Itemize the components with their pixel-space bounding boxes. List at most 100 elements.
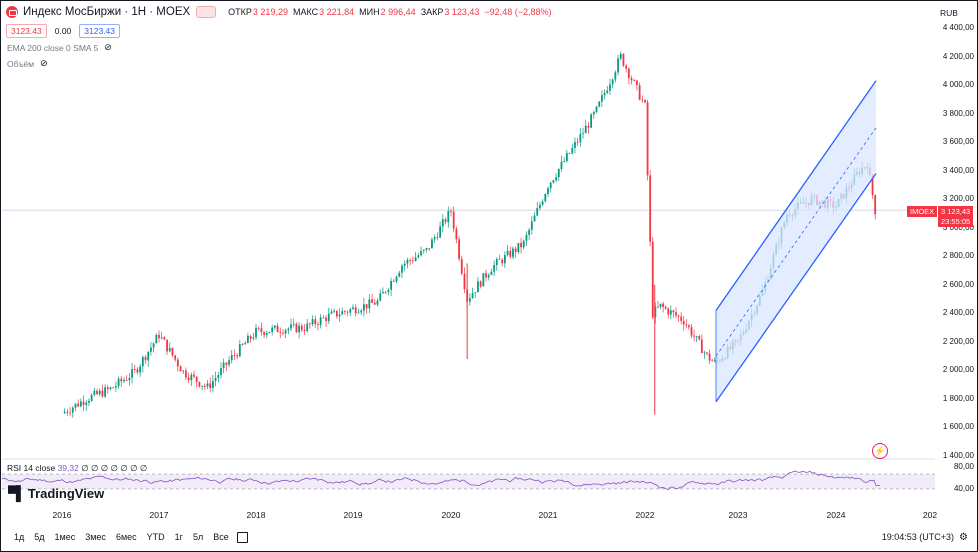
gear-icon[interactable]: ⚙ — [959, 531, 968, 543]
candle-body — [406, 259, 409, 264]
candle-body — [176, 359, 179, 367]
range-3m-button[interactable]: 3мес — [85, 532, 106, 542]
rsi-value: 39,32 — [57, 463, 79, 473]
candle-body — [82, 401, 85, 406]
candle-body — [568, 153, 571, 154]
candle-body — [633, 80, 636, 81]
candle-body — [147, 351, 150, 361]
candle-body — [706, 352, 708, 354]
range-ytd-button[interactable]: YTD — [146, 532, 165, 542]
range-all-button[interactable]: Все — [213, 532, 229, 542]
candle-body — [525, 234, 528, 241]
candle-body — [187, 377, 190, 381]
tradingview-logo[interactable]: ▀▌ TradingView — [8, 485, 104, 501]
time-label-2018: 2018 — [246, 510, 266, 520]
candle-body — [530, 221, 533, 230]
candle-body — [376, 300, 379, 305]
volume-indicator-legend[interactable]: Объём ⊘ — [7, 58, 48, 69]
range-1m-button[interactable]: 1мес — [54, 532, 76, 542]
candle-body — [503, 254, 506, 264]
candle-body — [458, 239, 460, 259]
candle-body — [63, 411, 66, 414]
candle-body — [295, 323, 298, 333]
candle-body — [247, 335, 249, 344]
candle-body — [344, 311, 346, 312]
candle-body — [557, 168, 560, 178]
candle-body — [241, 344, 244, 345]
candle-body — [398, 272, 401, 277]
candle-body — [690, 327, 693, 336]
candle-body — [298, 325, 301, 333]
candle-body — [287, 328, 290, 331]
candle-body — [874, 194, 877, 215]
candle-body — [644, 100, 646, 103]
price-scale-label: 3 200,00 — [942, 194, 974, 204]
candle-body — [228, 360, 230, 365]
candle-body — [474, 292, 477, 294]
candle-body — [682, 320, 685, 325]
candle-body — [155, 334, 158, 344]
price-scale-label: 4 000,00 — [942, 80, 974, 90]
price-scale-label: 2 600,00 — [942, 279, 974, 289]
candle-body — [220, 368, 222, 376]
candle-body — [125, 379, 128, 381]
flash-icon[interactable]: ⚡ — [872, 443, 888, 459]
candle-body — [338, 314, 341, 317]
currency-label[interactable]: RUB — [940, 8, 958, 18]
time-label-2025: 202 — [922, 510, 938, 520]
candle-body — [539, 204, 541, 209]
candle-body — [651, 241, 654, 318]
candle-body — [362, 304, 365, 311]
candle-body — [622, 53, 625, 66]
candle-body — [664, 306, 667, 309]
clock-timezone[interactable]: 19:04:53 (UTC+3) — [881, 532, 954, 542]
price-scale-label: 1 400,00 — [942, 451, 974, 460]
price-scale-label: 2 000,00 — [942, 365, 974, 375]
candle-body — [395, 276, 398, 282]
candle-body — [576, 142, 579, 143]
candle-body — [93, 390, 96, 395]
sell-button[interactable]: 3123.43 — [6, 24, 47, 38]
candle-body — [584, 125, 587, 134]
candle-body — [101, 390, 104, 397]
time-label-2023: 2023 — [728, 510, 748, 520]
candle-body — [479, 281, 482, 287]
range-1d-button[interactable]: 1д — [14, 532, 25, 542]
symbol-title[interactable]: Индекс МосБиржи · 1Н · MOEX — [23, 6, 191, 18]
candle-body — [711, 360, 714, 362]
candle-body — [365, 304, 368, 309]
range-1y-button[interactable]: 1г — [174, 532, 183, 542]
candle-body — [493, 265, 496, 272]
range-6m-button[interactable]: 6мес — [115, 532, 137, 542]
calendar-range-icon[interactable] — [236, 531, 248, 543]
candle-body — [611, 79, 614, 85]
range-5y-button[interactable]: 5л — [192, 532, 204, 542]
eye-crossed-icon[interactable]: ⊘ — [40, 58, 48, 68]
buy-button[interactable]: 3123.43 — [79, 24, 121, 38]
ema-indicator-legend[interactable]: EMA 200 close 0 SMA 5 ⊘ — [7, 42, 112, 53]
candle-body — [414, 257, 417, 261]
candle-body — [260, 328, 263, 333]
candle-body — [133, 369, 136, 370]
candle-body — [120, 378, 123, 382]
rsi-legend[interactable]: RSI 14 close 39,32 ∅ ∅ ∅ ∅ ∅ ∅ ∅ — [7, 463, 147, 474]
eye-crossed-icon[interactable]: ⊘ — [104, 42, 112, 52]
range-5d-button[interactable]: 5д — [34, 532, 45, 542]
candle-body — [354, 307, 357, 314]
candle-body — [306, 323, 309, 332]
volume-label: Объём — [7, 58, 35, 69]
tradingview-mark-icon: ▀▌ — [8, 485, 26, 501]
price-scale-label: 2 200,00 — [942, 336, 974, 346]
candle-body — [276, 325, 279, 333]
hide-series-button[interactable] — [196, 6, 217, 18]
candle-body — [708, 353, 711, 361]
candle-body — [403, 263, 406, 266]
candle-body — [330, 311, 333, 314]
candle-body — [233, 355, 236, 356]
candle-body — [571, 147, 574, 154]
candle-body — [517, 242, 520, 252]
price-scale-label: 2 800,00 — [942, 251, 974, 261]
candle-body — [675, 312, 677, 316]
candle-body — [128, 377, 131, 381]
